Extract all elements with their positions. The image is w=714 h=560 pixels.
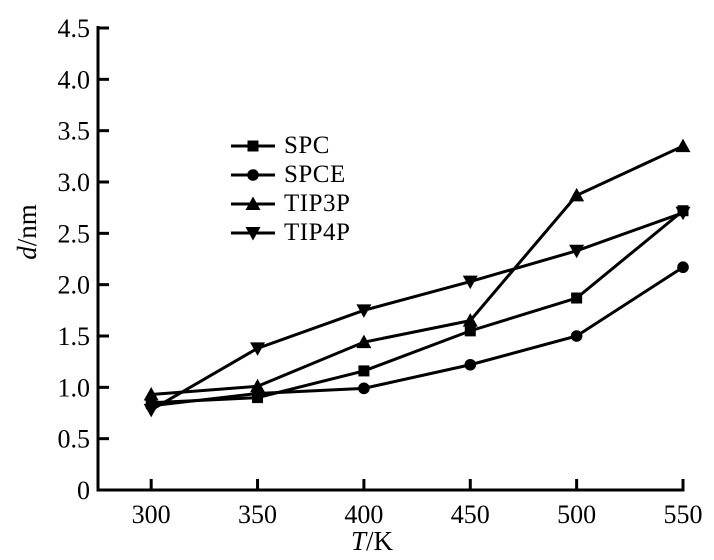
y-axis-variable: d [12, 246, 42, 260]
axis-lines [96, 26, 685, 492]
marker-square [571, 292, 583, 304]
marker-triangle-up [245, 196, 261, 210]
marker-triangle-up [143, 387, 159, 401]
legend-item-tip4p: TIP4P [230, 218, 350, 247]
marker-triangle-down [245, 226, 261, 240]
series-line-TIP4P [150, 211, 684, 412]
legend: SPC SPCE TIP3P TIP4P [230, 131, 350, 247]
series-line-SPC [151, 209, 684, 405]
legend-marker-triangle-up [231, 196, 275, 210]
x-tick-label: 350 [238, 500, 277, 529]
legend-label-spce: SPCE [284, 161, 346, 188]
marker-triangle-up [356, 334, 372, 349]
marker-square [464, 325, 476, 337]
legend-item-spc: SPC [230, 131, 350, 160]
marker-triangle-up [675, 138, 691, 153]
y-tick-label: 1.0 [58, 373, 91, 402]
marker-triangle-up [250, 378, 266, 393]
marker-triangle-down [462, 275, 478, 290]
marker-circle [464, 358, 477, 371]
marker-triangle-down [569, 244, 585, 259]
y-tick-label: 2.0 [58, 271, 91, 300]
y-tick-label: 0.5 [58, 425, 91, 454]
legend-marker-circle [231, 168, 275, 181]
marker-square [247, 140, 259, 151]
legend-item-tip3p: TIP3P [230, 189, 350, 218]
x-tick-label: 500 [557, 500, 596, 529]
x-tick-label: 400 [344, 500, 383, 529]
marker-triangle-up [569, 187, 585, 202]
y-tick-label: 4.0 [58, 65, 91, 94]
y-axis-label: d/nm [12, 172, 42, 292]
marker-triangle-up [462, 313, 478, 327]
y-tick-label: 3.5 [58, 117, 91, 146]
x-tick-label: 550 [664, 500, 703, 529]
marker-circle [677, 261, 689, 274]
x-axis-unit: /K [366, 526, 394, 556]
x-tick-label: 450 [451, 500, 490, 529]
y-tick-label: 4.5 [58, 14, 91, 43]
legend-item-spce: SPCE [230, 160, 350, 189]
marker-triangle-down [675, 206, 691, 221]
legend-marker-square [231, 140, 275, 151]
series-line-SPCE [151, 265, 684, 408]
x-axis-variable: T [350, 526, 367, 556]
y-axis-unit: /nm [12, 204, 42, 247]
marker-triangle-down [250, 342, 266, 356]
marker-square [358, 365, 370, 377]
legend-label-tip3p: TIP3P [284, 190, 351, 217]
marker-triangle-down [143, 403, 159, 418]
y-tick-label: 0 [77, 476, 90, 505]
legend-marker-triangle-down [231, 226, 275, 240]
series-line-TIP3P [151, 144, 684, 397]
marker-triangle-down [356, 304, 372, 318]
x-tick-label: 300 [132, 500, 171, 529]
y-tick-label: 3.0 [58, 168, 91, 197]
y-tick-label: 1.5 [58, 322, 91, 351]
x-axis-label: T/K [312, 526, 432, 556]
marker-circle [247, 168, 259, 181]
marker-circle [570, 330, 583, 342]
legend-label-spc: SPC [284, 132, 330, 159]
y-tick-label: 2.5 [58, 219, 91, 248]
legend-label-tip4p: TIP4P [284, 219, 351, 246]
marker-circle [358, 382, 370, 395]
